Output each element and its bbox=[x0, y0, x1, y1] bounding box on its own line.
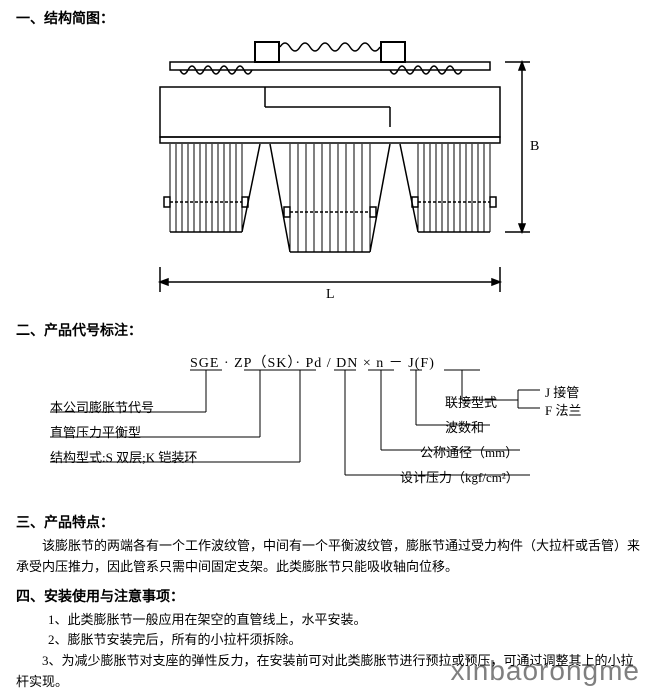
label-connection-type: 联接型式 bbox=[445, 392, 497, 411]
label-company-code: 本公司膨胀节代号 bbox=[50, 397, 154, 416]
label-j-pipe: J 接管 bbox=[545, 382, 579, 401]
label-f-flange: F 法兰 bbox=[545, 400, 581, 419]
install-item-2: 2、膨胀节安装完后，所有的小拉杆须拆除。 bbox=[48, 630, 660, 651]
dim-label-L: L bbox=[326, 287, 335, 302]
label-straight-balance: 直管压力平衡型 bbox=[50, 422, 141, 441]
section-4-title: 四、安装使用与注意事项： bbox=[16, 586, 660, 606]
dim-label-B: B bbox=[530, 139, 539, 154]
diagram-svg: L B bbox=[130, 32, 550, 312]
install-item-1: 1、此类膨胀节一般应用在架空的直管线上，水平安装。 bbox=[48, 610, 660, 631]
label-structure-type: 结构型式:S 双层;K 铠装环 bbox=[50, 447, 197, 466]
label-design-pressure: 设计压力（kgf/cm²） bbox=[400, 467, 519, 486]
section-2-title: 二、产品代号标注： bbox=[16, 320, 660, 340]
structure-diagram: L B bbox=[0, 32, 660, 312]
features-paragraph: 该膨胀节的两端各有一个工作波纹管，中间有一个平衡波纹管，膨胀节通过受力构件（大拉… bbox=[16, 536, 644, 578]
section-1-title: 一、结构简图： bbox=[16, 8, 660, 28]
label-wave-count: 波数和 bbox=[445, 417, 484, 436]
label-nominal-diameter: 公称通径（mm） bbox=[420, 442, 518, 461]
section-3-title: 三、产品特点： bbox=[16, 512, 660, 532]
watermark-text: xinbaorongme bbox=[451, 655, 640, 687]
product-code-diagram: SGE · ZP（SK）· Pd / DN × n － J(F) 本公 bbox=[0, 344, 660, 504]
